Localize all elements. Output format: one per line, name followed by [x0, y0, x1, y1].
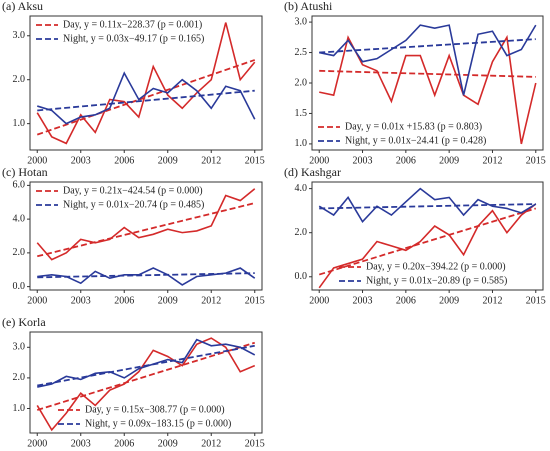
legend-label: Night, y = 0.01x−20.74 (p = 0.485) — [63, 199, 204, 210]
x-tick-label: 2000 — [309, 155, 329, 166]
x-tick-label: 2006 — [396, 295, 416, 306]
x-tick-label: 2012 — [482, 295, 502, 306]
x-tick-label: 2009 — [439, 155, 459, 166]
x-tick-label: 2015 — [245, 155, 265, 166]
y-tick-label: 4.0 — [295, 183, 308, 194]
x-tick-label: 2003 — [353, 295, 373, 306]
x-tick-label: 2015 — [526, 295, 546, 306]
trend-line — [37, 89, 255, 112]
x-tick-label: 2009 — [439, 295, 459, 306]
legend-label: Day, y = 0.21x−424.54 (p = 0.000) — [63, 185, 203, 196]
x-tick-label: 2009 — [158, 155, 178, 166]
x-tick-label: 2003 — [353, 155, 373, 166]
trend-line — [36, 59, 256, 136]
x-tick-label: 2006 — [114, 295, 134, 306]
x-tick-label: 2012 — [482, 155, 502, 166]
series-line — [37, 267, 256, 286]
y-tick-label: 2.0 — [295, 77, 308, 88]
legend-label: Night, y = 0.03x−49.17 (p = 0.165) — [63, 33, 204, 44]
trend-line — [36, 341, 256, 411]
series-line — [318, 203, 537, 289]
x-tick-label: 2000 — [309, 295, 329, 306]
x-tick-label: 2003 — [71, 295, 91, 306]
trend-line — [318, 207, 537, 276]
x-tick-label: 2003 — [71, 155, 91, 166]
y-tick-label: 1.0 — [13, 118, 26, 129]
x-tick-label: 2006 — [396, 155, 416, 166]
plot-frame — [29, 181, 263, 291]
x-tick-label: 2009 — [158, 295, 178, 306]
y-tick-label: 2.5 — [295, 47, 308, 58]
plot-frame — [311, 181, 544, 291]
legend-label: Day, y = 0.20x−394.22 (p = 0.000) — [366, 261, 506, 272]
x-tick-label: 2015 — [245, 295, 265, 306]
x-tick-label: 2000 — [27, 295, 47, 306]
y-tick-label: 2.0 — [295, 227, 308, 238]
y-tick-label: 1.5 — [295, 108, 308, 119]
legend-label: Night, y = 0.09x−183.15 (p = 0.000) — [85, 418, 231, 429]
legend-label: Night, y = 0.01x−24.41 (p = 0.428) — [345, 135, 486, 146]
series-line — [36, 337, 256, 432]
y-tick-label: 1.0 — [295, 138, 308, 149]
plot-frame — [29, 15, 263, 151]
panel-title: (d) Kashgar — [284, 165, 341, 179]
series-line — [37, 71, 256, 125]
x-tick-label: 2003 — [71, 438, 91, 449]
y-tick-label: 0.0 — [295, 271, 308, 282]
series-line — [37, 338, 256, 388]
plot-frame — [29, 331, 263, 434]
series-line — [319, 24, 537, 96]
y-tick-label: 4.0 — [13, 213, 26, 224]
panel-title: (e) Korla — [2, 315, 46, 329]
legend-label: Day, y = 0.15x−308.77 (p = 0.000) — [85, 404, 225, 415]
y-tick-label: 6.0 — [13, 180, 26, 191]
y-tick-label: 2.0 — [13, 372, 26, 383]
series-line — [36, 22, 256, 145]
y-tick-label: 2.0 — [13, 74, 26, 85]
y-tick-label: 0.0 — [13, 281, 26, 292]
x-tick-label: 2000 — [27, 438, 47, 449]
x-tick-label: 2015 — [245, 438, 265, 449]
x-tick-label: 2009 — [158, 438, 178, 449]
x-tick-label: 2000 — [27, 155, 47, 166]
y-tick-label: 3.0 — [295, 16, 308, 27]
x-tick-label: 2012 — [201, 155, 221, 166]
panel-title: (a) Aksu — [2, 0, 43, 13]
x-tick-label: 2012 — [201, 438, 221, 449]
series-line — [318, 187, 537, 223]
series-line — [36, 188, 256, 261]
y-tick-label: 2.0 — [13, 247, 26, 258]
y-tick-label: 3.0 — [13, 342, 26, 353]
x-tick-label: 2006 — [114, 155, 134, 166]
y-tick-label: 1.0 — [13, 403, 26, 414]
trend-line — [37, 202, 255, 258]
x-tick-label: 2012 — [201, 295, 221, 306]
panel-title: (b) Atushi — [284, 0, 333, 13]
legend-label: Night, y = 0.01x−20.89 (p = 0.585) — [366, 275, 507, 286]
y-tick-label: 3.0 — [13, 30, 26, 41]
legend-label: Day, y = 0.11x−228.37 (p = 0.001) — [63, 19, 202, 30]
x-tick-label: 2006 — [114, 438, 134, 449]
panel-title: (c) Hotan — [2, 165, 48, 179]
legend-label: Day, y = 0.01x +15.83 (p = 0.803) — [345, 121, 482, 132]
x-tick-label: 2015 — [526, 155, 546, 166]
trend-line — [319, 203, 536, 210]
